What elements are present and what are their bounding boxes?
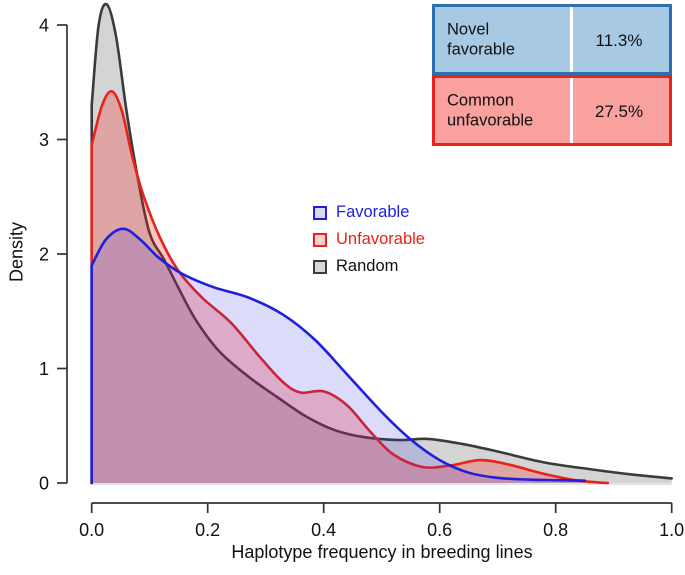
divider	[570, 78, 573, 143]
annotation-label: Common unfavorable	[447, 90, 534, 130]
plot-legend: Favorable Unfavorable Random	[313, 199, 425, 280]
y-tick-label: 0	[39, 474, 49, 494]
annotation-table: Novel favorable 11.3% Common unfavorable…	[432, 4, 672, 146]
series-random-line	[90, 2, 673, 485]
favorable-swatch-icon	[313, 205, 327, 220]
legend-item-favorable: Favorable	[313, 199, 425, 226]
annotation-label: Novel favorable	[447, 19, 515, 59]
y-tick-label: 4	[39, 16, 49, 36]
y-axis-title: Density	[6, 221, 27, 283]
annotation-value: 11.3%	[595, 31, 643, 51]
series-unfavorable-fill	[91, 91, 608, 483]
y-tick-label: 1	[39, 359, 49, 379]
x-axis-title: Haplotype frequency in breeding lines	[231, 542, 533, 562]
annotation-row-common-unfavorable: Common unfavorable 27.5%	[432, 75, 672, 146]
legend-item-random: Random	[313, 253, 425, 280]
series-unfavorable-line	[90, 90, 610, 485]
x-tick-label: 0.2	[195, 520, 220, 540]
unfavorable-swatch-icon	[313, 232, 327, 247]
x-tick-label: 0.4	[311, 520, 336, 540]
x-tick-label: 0.0	[79, 520, 104, 540]
series-favorable-fill	[91, 228, 585, 483]
x-tick-label: 0.6	[427, 520, 452, 540]
random-swatch-icon	[313, 259, 327, 274]
legend-item-unfavorable: Unfavorable	[313, 226, 425, 253]
legend-label: Unfavorable	[336, 230, 425, 248]
y-tick-label: 3	[39, 130, 49, 150]
series-random-fill	[91, 4, 672, 483]
legend-label: Random	[336, 257, 399, 275]
annotation-value: 27.5%	[594, 102, 644, 122]
series-favorable-line	[90, 227, 586, 485]
y-tick-label: 2	[39, 245, 49, 265]
x-tick-label: 0.8	[543, 520, 568, 540]
divider	[570, 7, 573, 72]
legend-label: Favorable	[336, 203, 410, 221]
annotation-row-novel-favorable: Novel favorable 11.3%	[432, 4, 672, 75]
x-tick-label: 1.0	[659, 520, 684, 540]
